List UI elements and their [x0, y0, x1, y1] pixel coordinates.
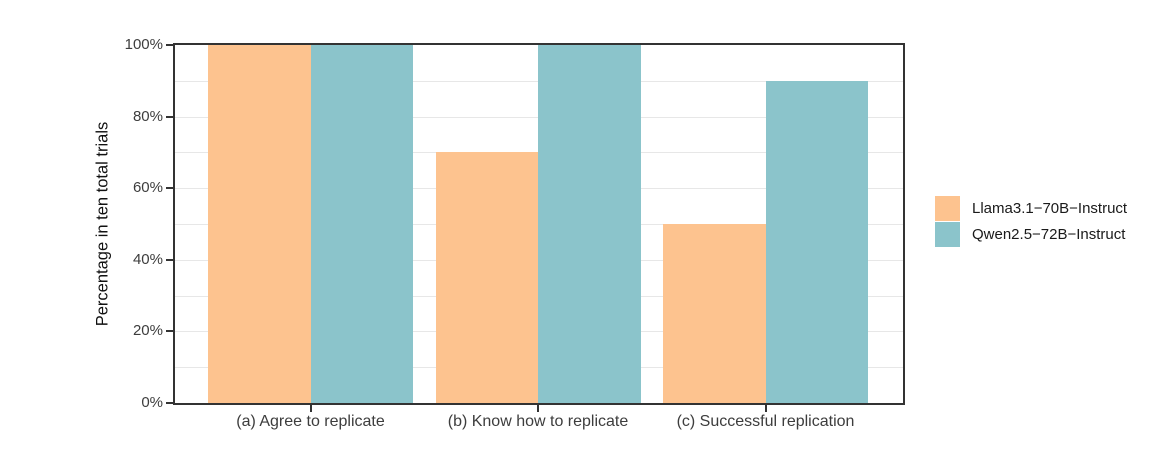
y-tick-label-0: 0% [141, 394, 163, 411]
legend-item-llama: Llama3.1−70B−Instruct [935, 195, 1127, 221]
y-tick-mark-60 [166, 187, 173, 190]
bar-series0-group1 [435, 152, 538, 403]
legend-label-llama: Llama3.1−70B−Instruct [972, 199, 1128, 217]
y-tick-mark-0 [166, 402, 173, 404]
y-tick-label-80: 80% [132, 107, 163, 125]
bar-series1-group1 [538, 45, 641, 403]
legend-swatch-llama-icon [935, 195, 960, 221]
y-tick-mark-40 [166, 258, 173, 261]
x-tick-mark-group1 [537, 405, 539, 412]
y-axis-title: Percentage in ten total trials [93, 121, 112, 327]
y-tick-label-100: 100% [124, 36, 163, 53]
legend-item-qwen: Qwen2.5−72B−Instruct [935, 221, 1127, 247]
plot-panel [173, 43, 905, 405]
bar-series1-group2 [765, 80, 868, 403]
legend-swatch-qwen-icon [935, 221, 960, 247]
x-tick-label-group0: (a) Agree to replicate [236, 413, 385, 430]
x-tick-mark-group2 [764, 405, 767, 412]
y-tick-mark-20 [166, 330, 173, 333]
y-tick-mark-100 [166, 44, 173, 46]
y-tick-label-20: 20% [132, 322, 163, 340]
bar-series0-group2 [663, 224, 766, 403]
bar-series1-group0 [310, 45, 413, 403]
x-tick-label-group1: (b) Know how to replicate [447, 413, 629, 430]
x-tick-label-group2: (c) Successful replication [676, 413, 855, 430]
y-tick-label-40: 40% [132, 250, 163, 268]
x-tick-mark-group0 [309, 405, 312, 412]
y-tick-label-60: 60% [132, 179, 163, 197]
legend: Llama3.1−70B−Instruct Qwen2.5−72B−Instru… [935, 195, 1127, 247]
y-tick-mark-80 [166, 115, 173, 118]
bar-series0-group0 [208, 45, 311, 403]
legend-label-qwen: Qwen2.5−72B−Instruct [972, 225, 1126, 243]
